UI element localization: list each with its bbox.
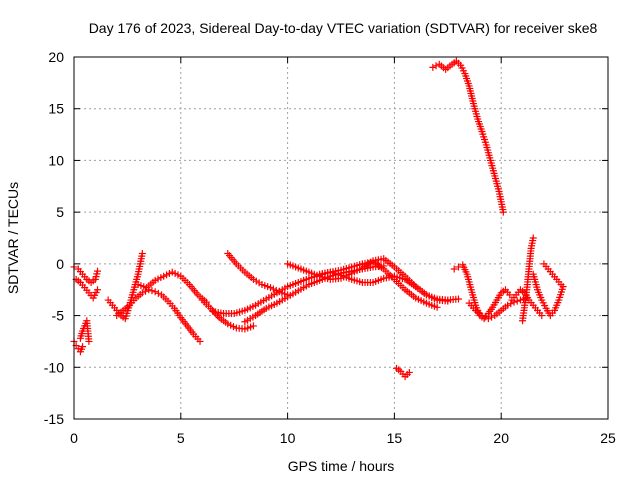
data-point [154,289,162,297]
y-tick-label: 15 [48,101,64,117]
y-tick-labels: -15 -10 -5 0 5 10 15 20 [44,49,64,427]
data-point [504,301,512,309]
x-tick-label: 20 [493,430,509,446]
series-arc-13 [316,268,452,305]
data-point [538,312,546,320]
data-point [138,250,146,258]
data-points [70,57,567,381]
series-arc-7 [134,268,210,306]
data-point [405,368,413,376]
data-point [507,300,515,308]
x-tick-label: 25 [600,430,616,446]
data-point [478,312,486,320]
y-tick-label: -10 [44,359,64,375]
y-axis-label: SDTVAR / TECUs [5,182,21,294]
y-tick-label: -5 [52,308,65,324]
data-point [151,288,159,296]
series-arc-19 [529,270,567,320]
y-tick-label: 10 [48,152,64,168]
data-point [148,287,156,295]
x-axis-label: GPS time / hours [288,458,395,474]
x-tick-label: 10 [280,430,296,446]
data-point [249,322,257,330]
data-point [450,265,458,273]
series-arc-18 [519,234,537,325]
data-point [488,313,496,321]
data-point [142,287,150,295]
data-point [454,295,462,303]
series-arc-4 [72,275,101,302]
series-arc-15 [429,57,507,216]
y-tick-label: 5 [56,204,64,220]
plot-frame [73,56,609,420]
data-point [93,267,101,275]
grid-lines [74,57,608,419]
data-point [444,297,452,305]
y-tick-label: 20 [48,49,64,65]
axis-ticks [73,56,609,420]
data-point [79,343,87,351]
series-arc-21 [508,286,546,320]
series-arc-14 [393,364,413,381]
series-arc-20 [540,260,565,289]
y-tick-label: -15 [44,411,64,427]
data-point [481,313,489,321]
data-point [529,234,537,242]
y-tick-label: 0 [56,256,64,272]
x-tick-labels: 0 5 10 15 20 25 [70,430,616,446]
data-point [196,337,204,345]
series-arc-1 [70,337,87,356]
data-point [380,262,388,270]
data-point [93,286,101,294]
data-point [433,303,441,311]
data-point [506,291,514,299]
series-arc-10 [209,258,441,318]
x-tick-label: 5 [177,430,185,446]
data-point [138,289,146,297]
data-point [557,281,565,289]
data-point [429,63,437,71]
series-arc-2 [76,317,93,345]
data-point [85,337,93,345]
chart-title: Day 176 of 2023, Sidereal Day-to-day VTE… [89,20,598,36]
series-arc-3 [70,263,101,286]
series-arc-6 [113,286,204,345]
series-arc-16 [450,261,514,323]
x-tick-label: 0 [70,430,78,446]
data-point [513,297,521,305]
data-point [484,315,492,323]
x-tick-label: 15 [387,430,403,446]
series-arc-8 [198,296,257,333]
data-point [499,208,507,216]
